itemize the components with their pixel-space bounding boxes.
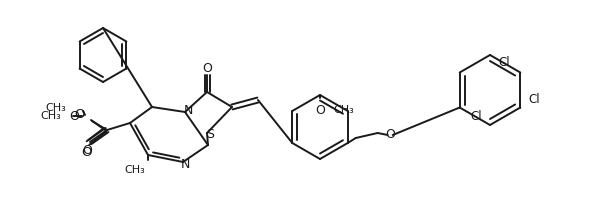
Text: O: O <box>315 104 325 117</box>
Text: O: O <box>82 143 92 157</box>
Text: Cl: Cl <box>498 57 509 69</box>
Text: O: O <box>75 108 85 122</box>
Text: O: O <box>202 62 212 74</box>
Text: CH₃: CH₃ <box>45 103 66 113</box>
Text: CH₃: CH₃ <box>40 111 61 121</box>
Text: O: O <box>81 145 91 159</box>
Text: N: N <box>183 104 193 118</box>
Text: CH₃: CH₃ <box>125 165 145 175</box>
Text: S: S <box>206 129 214 141</box>
Text: CH₃: CH₃ <box>333 105 354 115</box>
Text: O: O <box>69 110 79 122</box>
Text: Cl: Cl <box>528 93 540 106</box>
Text: N: N <box>180 157 190 171</box>
Text: O: O <box>385 129 395 141</box>
Text: Cl: Cl <box>470 111 482 124</box>
